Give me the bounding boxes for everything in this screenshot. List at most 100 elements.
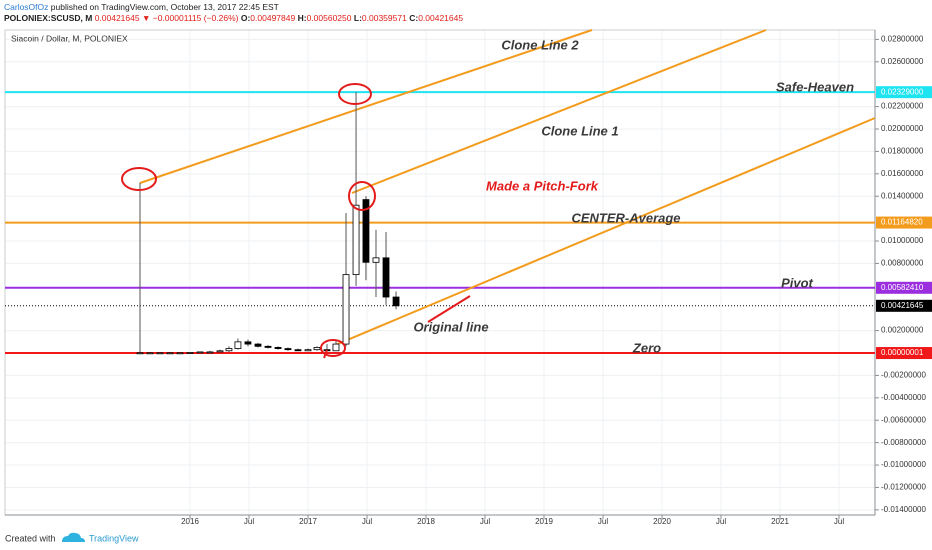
candle-body	[156, 352, 164, 355]
candle-body	[294, 349, 302, 352]
price-label: 0.00582410	[881, 283, 924, 292]
y-tick-label: -0.00200000	[881, 371, 926, 380]
candle-body	[392, 296, 400, 307]
axis-labels: 0.02800000 0.02600000 0.02200000 0.02000000…	[181, 35, 932, 526]
annotation: CENTER-Average	[571, 210, 680, 225]
pitchfork	[139, 29, 876, 347]
annotation: Clone Line 2	[501, 37, 579, 52]
clone-line-1	[351, 29, 767, 194]
x-tick-label: 2016	[181, 517, 199, 526]
change: ▼ −0.00001115 (−0.26%)	[142, 13, 239, 23]
price-label-box	[876, 281, 932, 294]
price-label-box	[876, 86, 932, 99]
x-tick-label: 2019	[535, 517, 553, 526]
ohlc-value: 0.00421645	[418, 13, 463, 23]
price-label: 0.00000001	[881, 348, 924, 357]
y-tick-label: 0.02800000	[881, 35, 924, 44]
ohlc-label: L:	[354, 13, 362, 23]
y-tick-label: -0.01000000	[881, 460, 926, 469]
circle	[338, 83, 372, 105]
ohlc-value: 0.00359571	[362, 13, 407, 23]
price-label-box	[876, 299, 932, 312]
x-tick-label: Jul	[362, 517, 372, 526]
published: published on TradingView.com, October 13…	[51, 2, 279, 12]
price-label: 0.02329000	[881, 87, 924, 96]
last: 0.00421645	[95, 13, 140, 23]
price-label-box	[876, 216, 932, 229]
grid	[5, 30, 875, 515]
annotation: Pivot	[781, 275, 813, 290]
annotation: Made a Pitch-Fork	[486, 178, 599, 193]
candles	[136, 92, 400, 355]
y-tick-label: 0.00800000	[881, 259, 924, 268]
y-tick-label: 0.02000000	[881, 124, 924, 133]
candle-body	[313, 347, 321, 351]
x-tick-label: 2021	[771, 517, 789, 526]
price-label: 0.00421645	[881, 301, 924, 310]
x-tick-label: Jul	[834, 517, 844, 526]
candle-body	[146, 352, 154, 355]
y-tick-label: 0.01600000	[881, 169, 924, 178]
candle-body	[352, 204, 360, 276]
candle-body	[234, 341, 242, 349]
footer-text: Created with	[5, 533, 56, 543]
hand-drawing	[121, 83, 471, 359]
x-tick-label: 2017	[299, 517, 317, 526]
price-label-box	[876, 347, 932, 360]
ohlc-value: 0.00560250	[307, 13, 352, 23]
candle-body	[196, 351, 204, 354]
clone-line-2	[139, 29, 593, 184]
circle	[348, 181, 376, 211]
ohlc-label: O:	[241, 13, 251, 23]
annotation: Zero	[632, 340, 661, 355]
horizontal-lines	[5, 91, 875, 355]
circle	[320, 339, 346, 357]
candle-body	[382, 257, 390, 298]
candle-body	[264, 345, 272, 348]
candle-body	[372, 257, 380, 263]
x-tick-label: Jul	[716, 517, 726, 526]
candle-body	[176, 352, 184, 355]
footer-brand[interactable]: TradingView	[89, 533, 139, 543]
stroke	[427, 295, 471, 323]
y-tick-label: 0.02200000	[881, 102, 924, 111]
candle-body	[342, 274, 350, 345]
candle-body	[362, 199, 370, 263]
candle-body	[166, 352, 174, 355]
ohlc-label: C:	[409, 13, 418, 23]
y-tick-label: 0.01000000	[881, 236, 924, 245]
candle-body	[274, 347, 282, 349]
header-line: CarlosOfOz published on TradingView.com,…	[4, 2, 279, 12]
candle-body	[225, 348, 233, 352]
circle	[121, 167, 157, 191]
x-tick-label: 2018	[417, 517, 435, 526]
candle-body	[136, 352, 144, 355]
y-tick-label: -0.00600000	[881, 415, 926, 424]
annotation: Clone Line 1	[541, 123, 618, 138]
chart-title: Siacoin / Dollar, M, POLONIEX	[11, 33, 128, 43]
x-tick-label: Jul	[598, 517, 608, 526]
candle-body	[186, 352, 194, 354]
original-line	[332, 117, 876, 347]
quote-line: POLONIEX:SCUSD, M 0.00421645 ▼ −0.000011…	[4, 13, 463, 23]
candle-body	[244, 341, 252, 345]
ohlc-label: H:	[298, 13, 307, 23]
author[interactable]: CarlosOfOz	[4, 2, 48, 12]
x-tick-label: Jul	[244, 517, 254, 526]
stroke	[323, 349, 328, 359]
symbol: POLONIEX:SCUSD, M	[4, 13, 92, 23]
candle-body	[216, 350, 224, 353]
candle-body	[332, 343, 340, 352]
y-tick-label: 0.01800000	[881, 147, 924, 156]
candle-body	[254, 343, 262, 347]
y-tick-label: 0.01400000	[881, 191, 924, 200]
y-tick-label: -0.00400000	[881, 393, 926, 402]
y-tick-label: 0.02600000	[881, 57, 924, 66]
y-tick-label: -0.01200000	[881, 483, 926, 492]
candle-body	[284, 348, 292, 351]
ohlc-value: 0.00497849	[250, 13, 295, 23]
price-label: 0.01164820	[881, 218, 923, 227]
x-tick-label: 2020	[653, 517, 671, 526]
